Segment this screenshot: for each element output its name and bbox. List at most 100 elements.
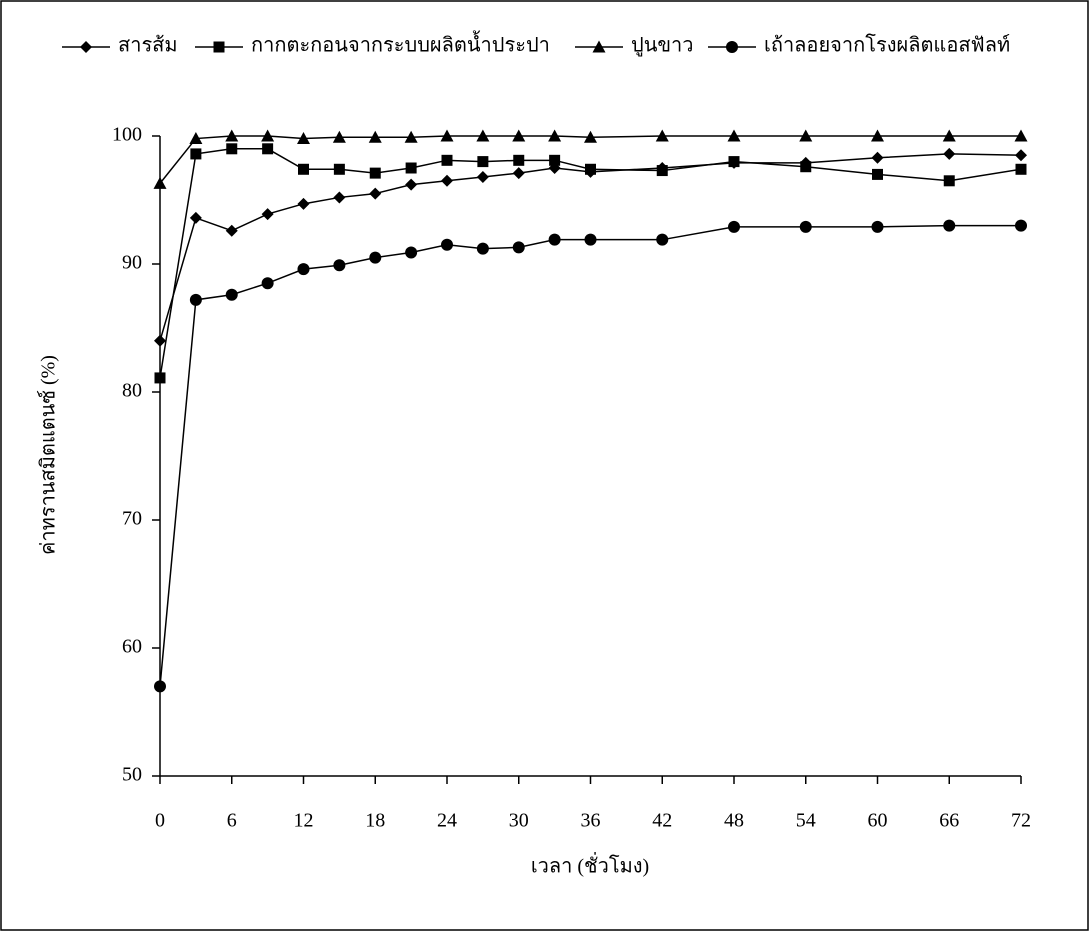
data-point [262, 143, 274, 155]
x-tick-label: 36 [581, 810, 601, 832]
data-point [584, 233, 597, 246]
data-point [441, 238, 453, 251]
data-point [942, 129, 956, 142]
data-point [333, 163, 345, 175]
data-point [799, 129, 813, 142]
data-point [871, 151, 884, 164]
legend-marker [592, 40, 606, 53]
y-tick-label: 100 [112, 124, 142, 146]
data-point [1015, 163, 1027, 175]
data-point [297, 197, 310, 210]
data-point [297, 132, 310, 145]
data-point [1014, 129, 1028, 142]
data-point [404, 130, 418, 143]
x-tick-label: 0 [155, 810, 165, 832]
data-point [548, 129, 562, 142]
legend-marker [80, 41, 92, 53]
x-tick-label: 72 [1011, 810, 1031, 832]
data-point [225, 288, 238, 301]
x-tick-label: 54 [796, 810, 816, 832]
y-tick-label: 80 [122, 380, 142, 402]
data-point [297, 263, 310, 276]
data-point [189, 132, 203, 145]
data-point [154, 372, 166, 384]
data-point [261, 277, 274, 290]
legend-label: ปูนขาว [631, 35, 694, 58]
data-point [727, 129, 741, 142]
data-point [189, 211, 202, 224]
data-point [656, 233, 669, 246]
data-point [369, 167, 381, 179]
data-point [871, 220, 884, 233]
data-point [154, 334, 166, 347]
data-point [333, 259, 346, 272]
data-point [440, 129, 454, 142]
data-point [512, 129, 526, 142]
x-tick-label: 30 [509, 810, 529, 832]
y-tick-label: 60 [122, 636, 142, 658]
x-tick-label: 48 [724, 810, 744, 832]
data-point [405, 246, 418, 259]
data-point [512, 167, 525, 180]
data-point [871, 129, 884, 142]
data-point [441, 154, 453, 166]
data-point [333, 191, 346, 204]
x-tick-label: 42 [652, 810, 672, 832]
data-point [190, 148, 202, 160]
data-point [298, 163, 309, 175]
x-tick-label: 66 [939, 810, 959, 832]
data-point [728, 156, 740, 168]
data-point [1015, 219, 1027, 232]
x-tick-label: 12 [294, 810, 314, 832]
legend-marker [213, 41, 225, 53]
data-point [476, 242, 489, 255]
data-point [225, 224, 238, 237]
x-tick-label: 24 [437, 810, 457, 832]
legend-label: เถ้าลอยจากโรงผลิตแอสฟัลท์ [764, 34, 1010, 57]
data-point [261, 208, 274, 221]
y-axis-label: ค่าทรานสมิตแตนซ์ (%) [37, 355, 60, 555]
data-point [584, 130, 597, 143]
data-point [476, 129, 490, 142]
data-point [369, 187, 382, 200]
data-point [261, 129, 275, 142]
data-point [800, 161, 812, 173]
y-tick-label: 90 [122, 252, 142, 274]
series-line [159, 224, 1021, 687]
data-point [512, 241, 525, 254]
x-tick-label: 6 [227, 810, 237, 832]
data-point [1015, 149, 1027, 162]
data-point [548, 233, 561, 246]
data-point [585, 163, 596, 175]
data-point [549, 154, 561, 166]
data-point [225, 129, 239, 142]
y-tick-label: 50 [122, 764, 142, 786]
data-point [655, 129, 669, 142]
data-point [441, 174, 453, 187]
data-point [943, 219, 956, 232]
data-point [405, 178, 418, 191]
data-point [226, 143, 238, 155]
data-point [656, 165, 668, 177]
data-point [513, 154, 525, 166]
data-point [405, 162, 417, 174]
data-point [189, 293, 202, 306]
data-point [154, 680, 166, 693]
data-point [476, 170, 489, 183]
data-point [369, 251, 382, 264]
series-line [159, 148, 1022, 379]
series-line [159, 153, 1022, 342]
data-point [368, 130, 382, 143]
legend-label: กากตะกอนจากระบบผลิตน้ำประปา [251, 31, 550, 57]
data-point [799, 220, 812, 233]
legend-label: สารส้ม [118, 35, 178, 57]
data-point [943, 175, 955, 187]
x-tick-label: 18 [365, 810, 385, 832]
data-point [332, 130, 346, 143]
data-point [728, 220, 740, 233]
data-point [153, 176, 167, 189]
data-point [943, 147, 956, 160]
legend-marker [726, 41, 738, 53]
